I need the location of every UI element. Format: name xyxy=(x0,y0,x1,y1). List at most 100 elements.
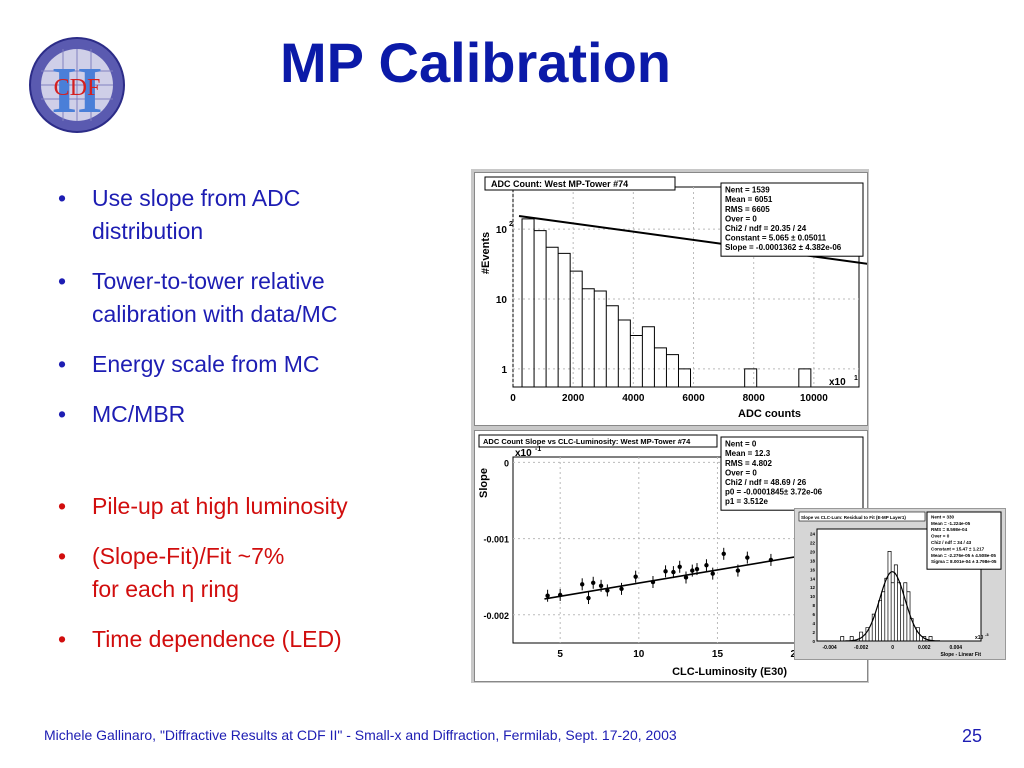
bullet-tower-calibration: • Tower-to-tower relative calibration wi… xyxy=(58,265,438,331)
bullet-line: for each η ring xyxy=(92,576,240,602)
data-point xyxy=(557,592,563,598)
y-tick-label: 10 xyxy=(810,594,816,599)
x-axis-label: CLC-Luminosity (E30) xyxy=(672,666,787,678)
x-tick-label: 0 xyxy=(891,645,894,651)
x-tick-label: 0 xyxy=(510,393,516,404)
histogram-bins xyxy=(840,551,933,641)
plot-title-box xyxy=(478,434,718,448)
x-tick-label: 8000 xyxy=(743,393,766,404)
y-multiplier-exponent: -1 xyxy=(535,446,541,453)
y-tick-label: 18 xyxy=(810,558,816,563)
data-point xyxy=(721,551,726,557)
y-tick-label: 12 xyxy=(810,585,816,590)
stats-line: p1 = 3.512e xyxy=(725,497,768,506)
x-tick-label: -0.002 xyxy=(854,645,868,651)
data-point xyxy=(598,583,604,589)
histogram-bins xyxy=(521,218,812,387)
bullet-symbol: • xyxy=(58,493,67,519)
y-tick-label: 14 xyxy=(810,576,816,581)
y-axis-label: Slope xyxy=(478,468,490,498)
bullet-line: distribution xyxy=(92,218,204,244)
bullet-symbol: • xyxy=(58,401,67,427)
stats-line: Mean = 6051 xyxy=(725,195,773,204)
x-tick-label: 10000 xyxy=(800,393,828,404)
logo-text: CDF xyxy=(54,75,101,101)
gaussian-fit-line xyxy=(845,571,940,642)
x-multiplier-exponent: 1 xyxy=(854,375,858,382)
bullet-symbol: • xyxy=(58,351,67,377)
bullet-pile-up: • Pile-up at high luminosity xyxy=(58,490,438,523)
data-point xyxy=(633,574,638,579)
stats-line: Chi2 / ndf = 48.69 / 26 xyxy=(725,478,807,487)
stats-line: Sigma = 8.001e-04 ± 3.798e-05 xyxy=(931,559,997,564)
data-point xyxy=(605,588,610,593)
bullet-line: Energy scale from MC xyxy=(92,351,320,377)
x-tick-label: 6000 xyxy=(682,393,705,404)
bullet-line: calibration with data/MC xyxy=(92,301,338,327)
y-axis-label: #Events xyxy=(480,232,492,274)
cdf-logo: II CDF xyxy=(28,36,126,134)
y-tick-label: 22 xyxy=(810,540,816,545)
stats-line: p0 = -0.0001845± 3.72e-06 xyxy=(725,488,823,497)
plot-title-box xyxy=(484,176,676,191)
stats-line: Chi2 / ndf = 20.35 / 24 xyxy=(725,224,807,233)
stats-line: Nent = 1539 xyxy=(725,186,770,195)
data-point xyxy=(735,568,741,573)
x-axis-label: Slope - Linear Fit xyxy=(940,652,981,658)
stats-line: RMS = 4.802 xyxy=(725,459,772,468)
data-point xyxy=(619,586,624,592)
data-point xyxy=(545,593,550,598)
y-multiplier: x10 xyxy=(515,448,532,459)
stats-line: Mean = -1.224e-05 xyxy=(931,521,971,526)
x-tick-label: 4000 xyxy=(622,393,645,404)
x-tick-label: 15 xyxy=(712,649,724,660)
stats-line: Slope = -0.0001362 ± 4.382e-06 xyxy=(725,243,842,252)
data-point xyxy=(580,582,585,587)
footer-citation: Michele Gallinaro, "Diffractive Results … xyxy=(44,727,677,743)
page-number: 25 xyxy=(962,726,983,746)
y-tick-label: 24 xyxy=(810,531,816,536)
y-tick-label: 10 xyxy=(496,295,508,306)
data-point xyxy=(591,580,596,585)
y-tick-label: 10 xyxy=(496,225,508,236)
x-multiplier: x10 xyxy=(829,377,846,388)
bullet-line: MC/MBR xyxy=(92,401,186,427)
bullet-symbol: • xyxy=(58,543,67,569)
plot-title-box xyxy=(798,511,926,522)
stats-line: Over = 0 xyxy=(725,214,757,223)
residual-histogram-inset: -0.004 -0.002 0 0.002 0.004 0 2 4 6 8 10 12 14 16 18 20… xyxy=(794,508,1006,660)
stats-box xyxy=(720,182,864,257)
data-point xyxy=(710,571,715,576)
y-tick-label: 2 xyxy=(812,630,815,635)
bullet-symbol: • xyxy=(58,268,67,294)
logo-roman-numeral: II xyxy=(51,54,102,127)
y-tick-label: 4 xyxy=(812,621,815,626)
data-point xyxy=(694,566,700,572)
data-point xyxy=(663,569,668,574)
x-multiplier: x10 xyxy=(975,635,984,641)
bullet-line: (Slope-Fit)/Fit ~7% xyxy=(92,543,285,569)
y-tick-exponent: 2 xyxy=(509,221,513,228)
bullet-time-dependence: • Time dependence (LED) xyxy=(58,623,438,656)
bullet-symbol: • xyxy=(58,185,67,211)
stats-line: Chi2 / ndf = 34 / 43 xyxy=(931,540,972,545)
stats-line: Constant = 15.47 ± 1.217 xyxy=(931,546,985,551)
stats-line: Over = 0 xyxy=(725,468,757,477)
stats-line: Mean = -2.276e-05 ± 4.508e-05 xyxy=(931,553,996,558)
fit-line xyxy=(518,214,1024,287)
y-tick-label: 20 xyxy=(810,549,816,554)
y-tick-label: 0 xyxy=(812,639,815,644)
data-point xyxy=(650,579,656,585)
stats-line: Nent = 330 xyxy=(931,514,955,519)
stats-box xyxy=(926,511,1002,570)
x-tick-label: 0.004 xyxy=(950,645,963,651)
y-tick-label: 6 xyxy=(812,612,815,617)
x-tick-label: 2000 xyxy=(562,393,585,404)
x-multiplier-exponent: -3 xyxy=(985,632,989,637)
y-tick-label: 1 xyxy=(501,365,507,376)
stats-line: RMS = 8.598e-04 xyxy=(931,527,968,532)
bullet-line: Time dependence (LED) xyxy=(92,626,342,652)
y-tick-label: 8 xyxy=(812,603,815,608)
